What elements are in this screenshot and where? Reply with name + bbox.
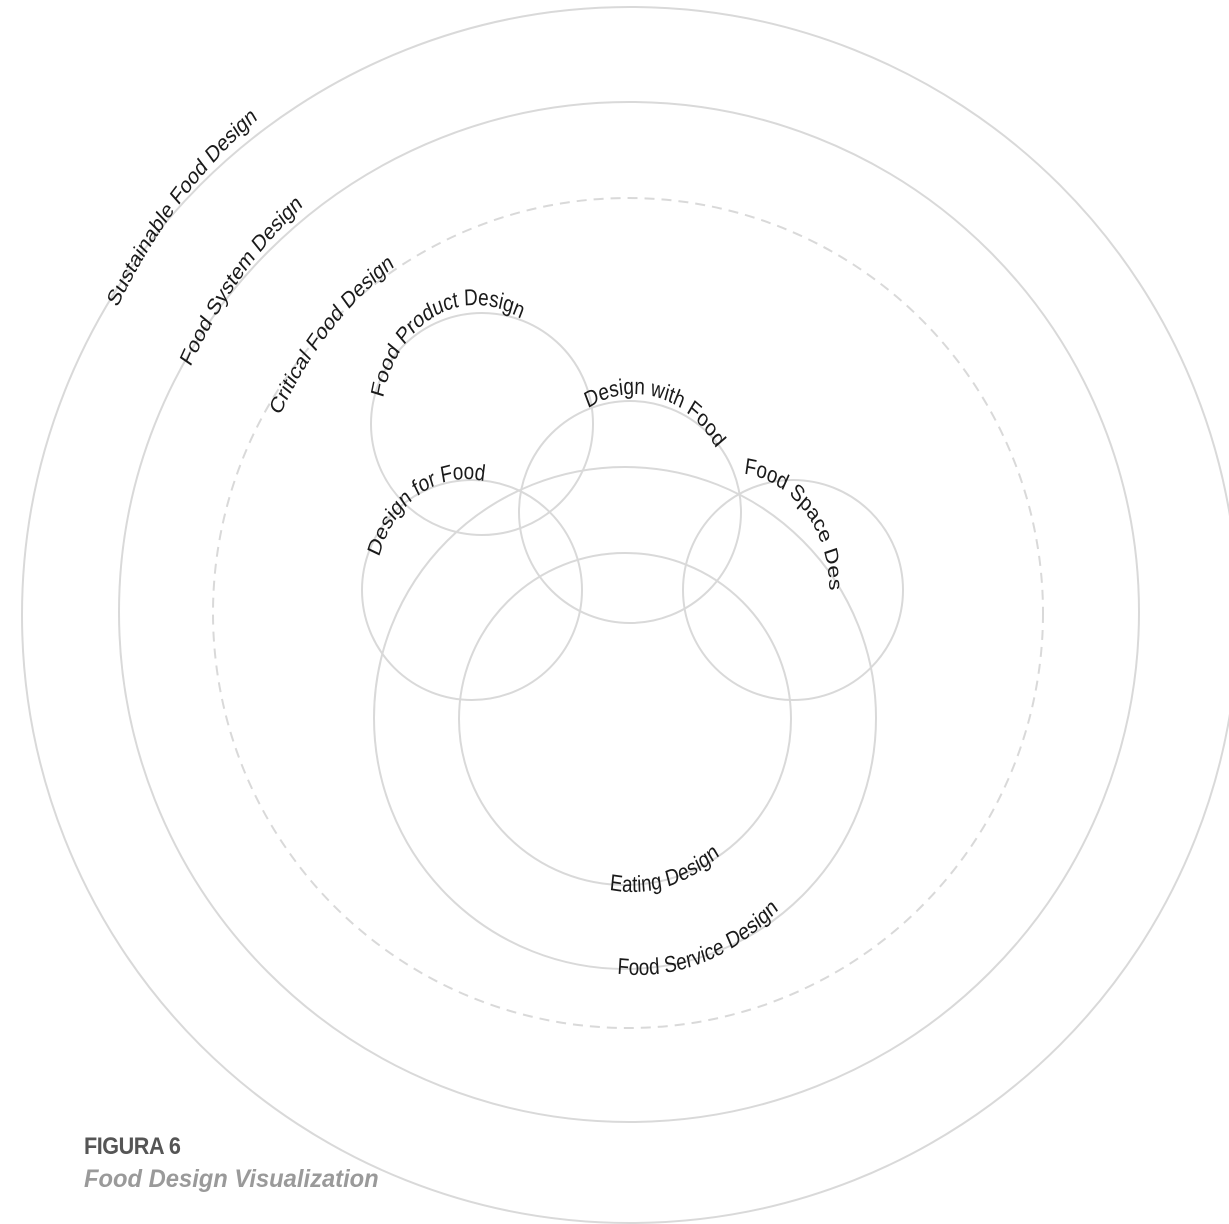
critical-food-design-ring <box>212 197 1044 1029</box>
design-with-food-circle <box>518 400 742 624</box>
food-space-design-circle <box>682 479 904 701</box>
figure-caption: FIGURA 6 Food Design Visualization <box>84 1132 394 1196</box>
design-with-food-label: Design with Food <box>581 374 729 452</box>
design-for-food-circle <box>361 479 583 701</box>
figure-title: Food Design Visualization <box>84 1165 379 1193</box>
sustainable-food-design-ring <box>21 6 1229 1224</box>
food-system-design-label: Food System Design <box>176 191 306 370</box>
eating-design-label: Eating Design <box>609 839 723 897</box>
food-service-design-label: Food Service Design <box>617 895 782 981</box>
food-product-design-label: Food Product Design <box>367 285 528 399</box>
figure-number: FIGURA 6 <box>84 1133 181 1160</box>
food-system-design-ring <box>118 101 1140 1123</box>
food-product-design-circle <box>370 312 594 536</box>
food-service-design-circle <box>373 466 877 970</box>
eating-design-circle <box>458 552 792 886</box>
